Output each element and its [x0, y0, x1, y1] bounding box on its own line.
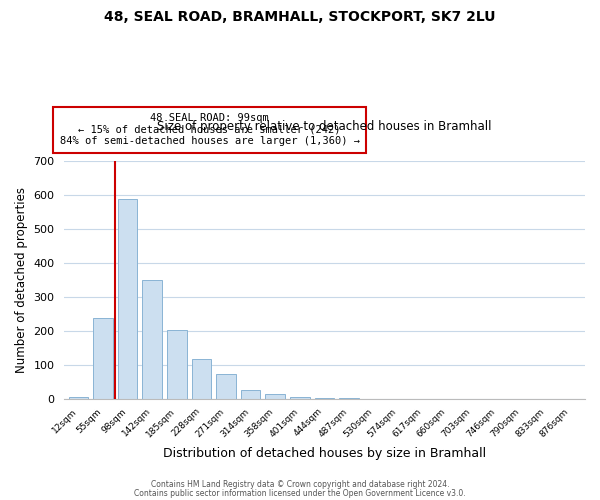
- X-axis label: Distribution of detached houses by size in Bramhall: Distribution of detached houses by size …: [163, 447, 486, 460]
- Bar: [191, 359, 211, 399]
- Bar: [241, 390, 260, 399]
- Text: 48, SEAL ROAD, BRAMHALL, STOCKPORT, SK7 2LU: 48, SEAL ROAD, BRAMHALL, STOCKPORT, SK7 …: [104, 10, 496, 24]
- Bar: [118, 199, 137, 399]
- Bar: [142, 280, 162, 399]
- Bar: [265, 394, 285, 399]
- Bar: [93, 318, 113, 399]
- Text: 48 SEAL ROAD: 99sqm
← 15% of detached houses are smaller (242)
84% of semi-detac: 48 SEAL ROAD: 99sqm ← 15% of detached ho…: [59, 113, 359, 146]
- Title: Size of property relative to detached houses in Bramhall: Size of property relative to detached ho…: [157, 120, 491, 133]
- Text: Contains public sector information licensed under the Open Government Licence v3: Contains public sector information licen…: [134, 488, 466, 498]
- Y-axis label: Number of detached properties: Number of detached properties: [15, 187, 28, 373]
- Bar: [290, 397, 310, 399]
- Bar: [339, 398, 359, 399]
- Bar: [68, 397, 88, 399]
- Text: Contains HM Land Registry data © Crown copyright and database right 2024.: Contains HM Land Registry data © Crown c…: [151, 480, 449, 489]
- Bar: [167, 330, 187, 399]
- Bar: [314, 398, 334, 399]
- Bar: [216, 374, 236, 399]
